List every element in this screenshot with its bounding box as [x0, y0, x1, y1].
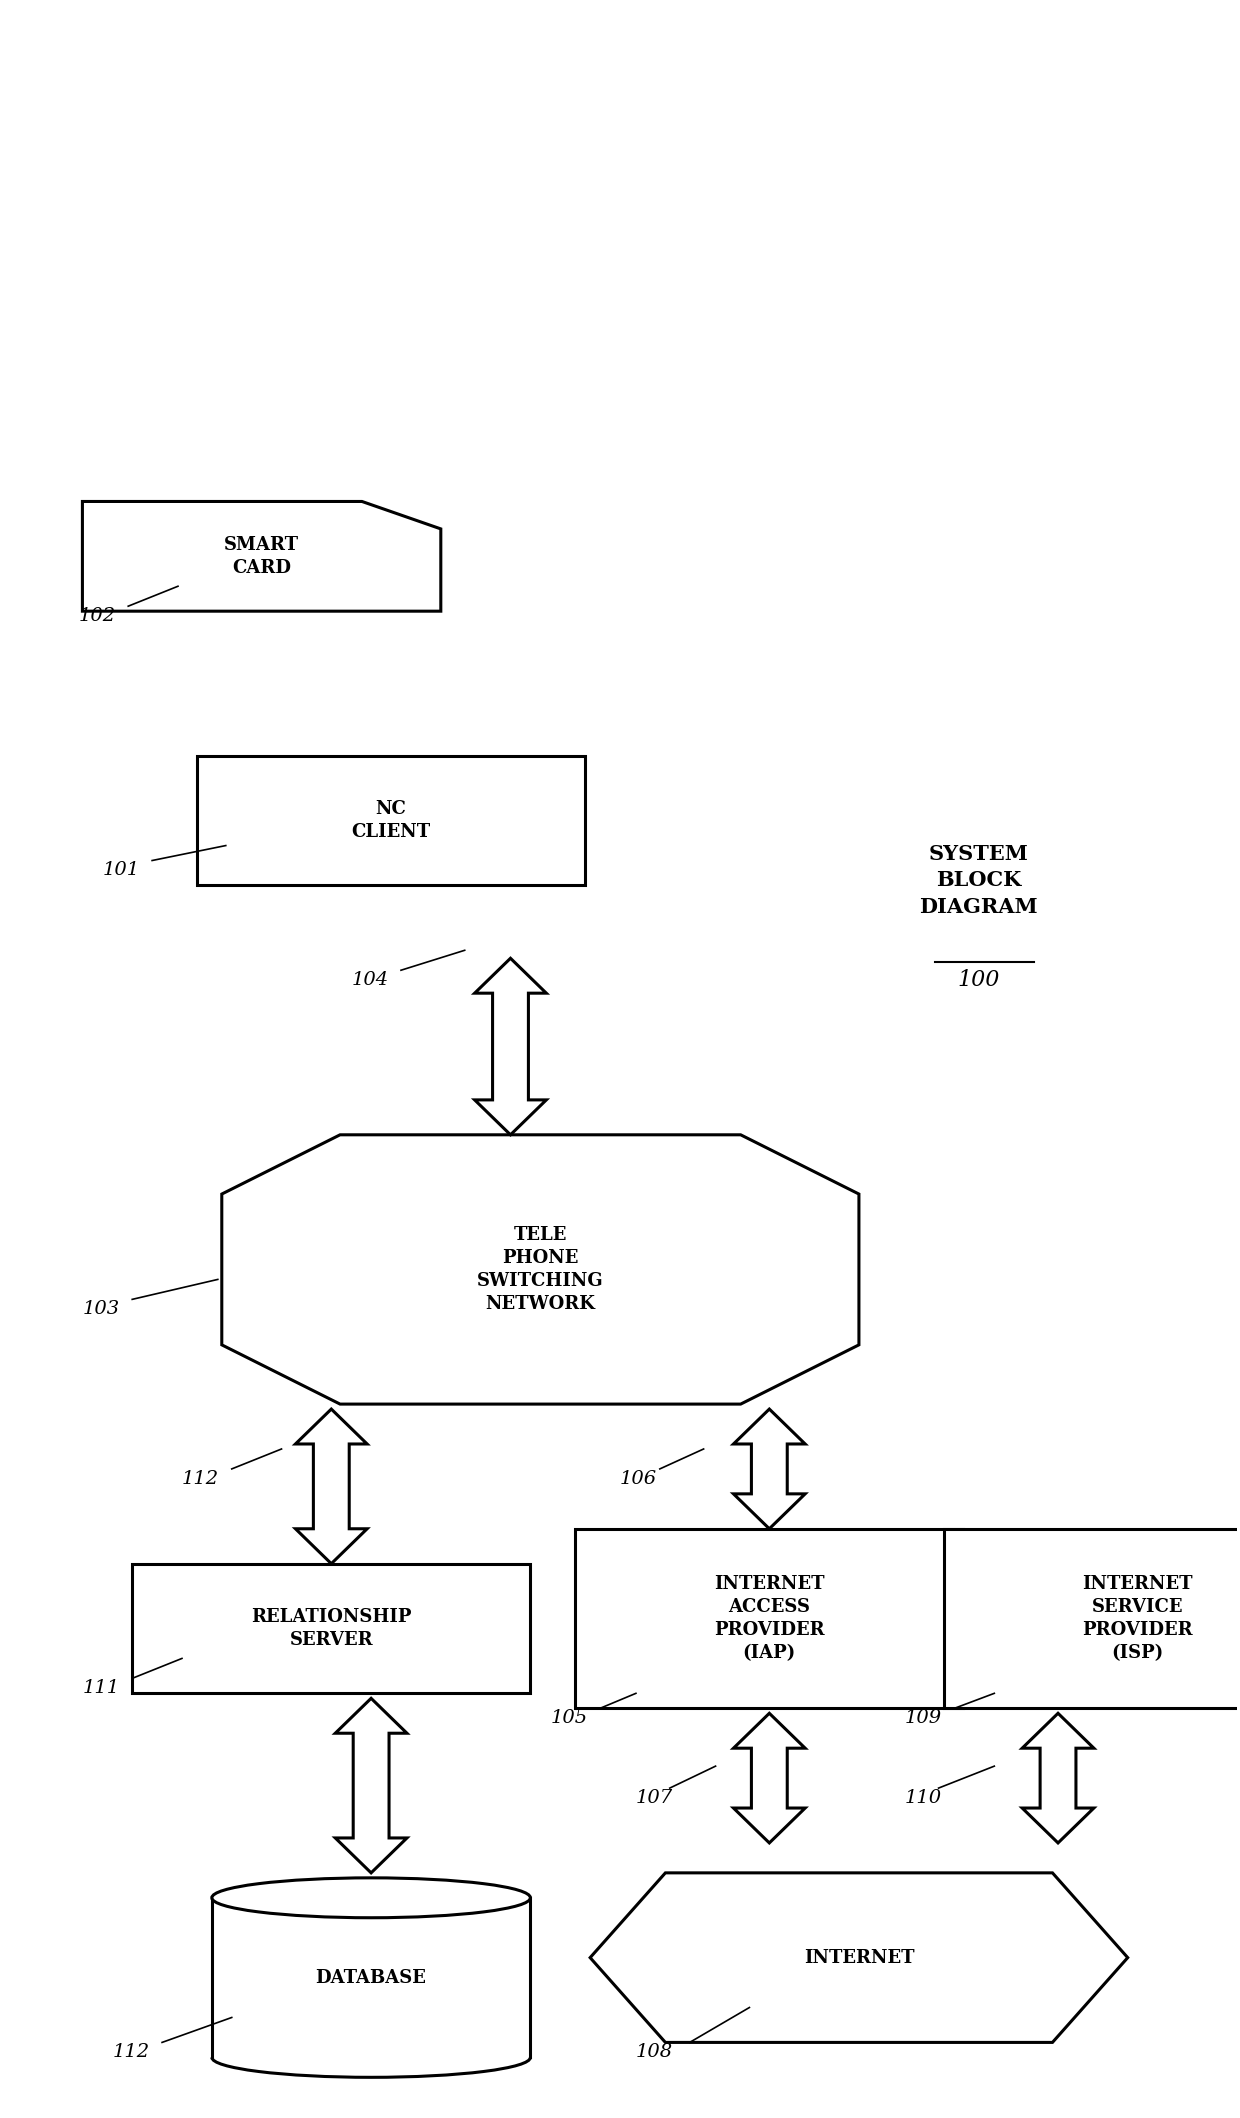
Text: 102: 102 [78, 608, 115, 625]
Text: INTERNET
SERVICE
PROVIDER
(ISP): INTERNET SERVICE PROVIDER (ISP) [1083, 1576, 1193, 1663]
Text: INTERNET
ACCESS
PROVIDER
(IAP): INTERNET ACCESS PROVIDER (IAP) [714, 1576, 825, 1663]
Text: TELE
PHONE
SWITCHING
NETWORK: TELE PHONE SWITCHING NETWORK [477, 1226, 604, 1313]
Text: 103: 103 [82, 1300, 119, 1317]
Text: 110: 110 [905, 1790, 942, 1807]
Text: 112: 112 [113, 2044, 149, 2061]
Text: 105: 105 [551, 1709, 588, 1728]
Text: NC
CLIENT: NC CLIENT [351, 801, 430, 841]
Polygon shape [1022, 1713, 1094, 1843]
Text: SMART
CARD: SMART CARD [224, 536, 299, 576]
Text: 109: 109 [905, 1709, 942, 1728]
Polygon shape [734, 1713, 805, 1843]
Polygon shape [335, 1699, 407, 1872]
Text: 106: 106 [620, 1470, 657, 1489]
Text: 101: 101 [103, 862, 139, 879]
Text: DATABASE: DATABASE [316, 1968, 427, 1987]
Text: SYSTEM
BLOCK
DIAGRAM: SYSTEM BLOCK DIAGRAM [919, 845, 1038, 917]
Polygon shape [475, 957, 547, 1135]
Text: 107: 107 [636, 1790, 673, 1807]
Bar [212, 1898, 531, 2057]
Polygon shape [295, 1408, 367, 1563]
Bar [944, 1529, 1240, 1709]
Text: 108: 108 [636, 2044, 673, 2061]
Text: INTERNET: INTERNET [804, 1949, 914, 1968]
Bar [575, 1529, 963, 1709]
Bar [133, 1563, 531, 1692]
Polygon shape [222, 1135, 859, 1404]
Polygon shape [82, 502, 440, 612]
Text: RELATIONSHIP
SERVER: RELATIONSHIP SERVER [250, 1608, 412, 1650]
Text: 112: 112 [182, 1470, 219, 1489]
Ellipse shape [212, 1879, 531, 1917]
Polygon shape [590, 1872, 1127, 2042]
Bar [197, 756, 585, 885]
Polygon shape [734, 1408, 805, 1529]
Text: 104: 104 [351, 972, 388, 989]
Text: 100: 100 [957, 970, 999, 991]
Text: 111: 111 [82, 1680, 119, 1697]
